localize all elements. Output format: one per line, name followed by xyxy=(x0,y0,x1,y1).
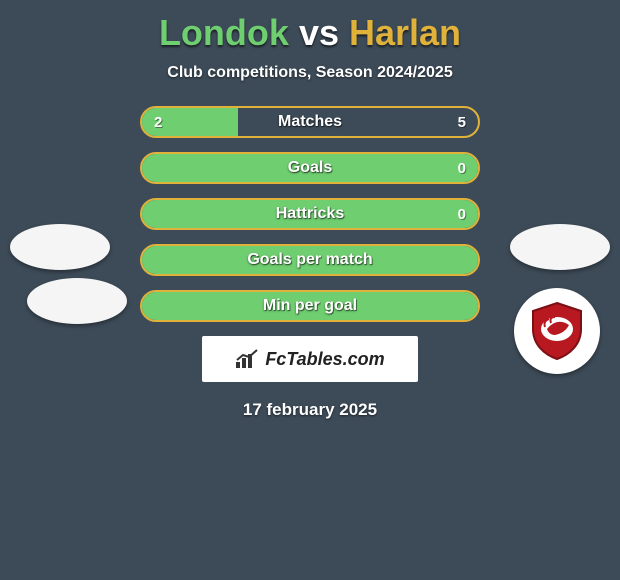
stat-bar-label: Min per goal xyxy=(142,292,478,320)
player-right-crest xyxy=(514,288,600,374)
stat-bar-label: Hattricks xyxy=(142,200,478,228)
stat-bar-label: Goals per match xyxy=(142,246,478,274)
stat-bars: Matches25Goals0Hattricks0Goals per match… xyxy=(140,106,480,322)
title-right-name: Harlan xyxy=(349,12,461,53)
page-title: Londok vs Harlan xyxy=(0,0,620,54)
brand-box: FcTables.com xyxy=(202,336,418,382)
title-vs: vs xyxy=(299,12,339,53)
title-left-name: Londok xyxy=(159,12,289,53)
stat-bar-right-value: 0 xyxy=(458,200,466,228)
brand-text: FcTables.com xyxy=(265,349,384,370)
stat-bar: Min per goal xyxy=(140,290,480,322)
stat-bar-right-value: 0 xyxy=(458,154,466,182)
stat-bar-label: Goals xyxy=(142,154,478,182)
stat-bar: Goals0 xyxy=(140,152,480,184)
stat-bar: Goals per match xyxy=(140,244,480,276)
stat-bar-right-value: 5 xyxy=(458,108,466,136)
player-left-badge-2 xyxy=(27,278,127,324)
stat-bar: Hattricks0 xyxy=(140,198,480,230)
player-right-badge-1 xyxy=(510,224,610,270)
player-left-badge-1 xyxy=(10,224,110,270)
madura-united-crest-icon xyxy=(525,299,589,363)
stat-bar: Matches2 5 xyxy=(140,106,480,138)
date-text: 17 february 2025 xyxy=(0,400,620,420)
subtitle: Club competitions, Season 2024/2025 xyxy=(0,64,620,82)
brand-chart-icon xyxy=(235,349,259,369)
stat-bar-left-value: 2 xyxy=(154,108,162,136)
stat-bar-label: Matches xyxy=(142,108,478,136)
